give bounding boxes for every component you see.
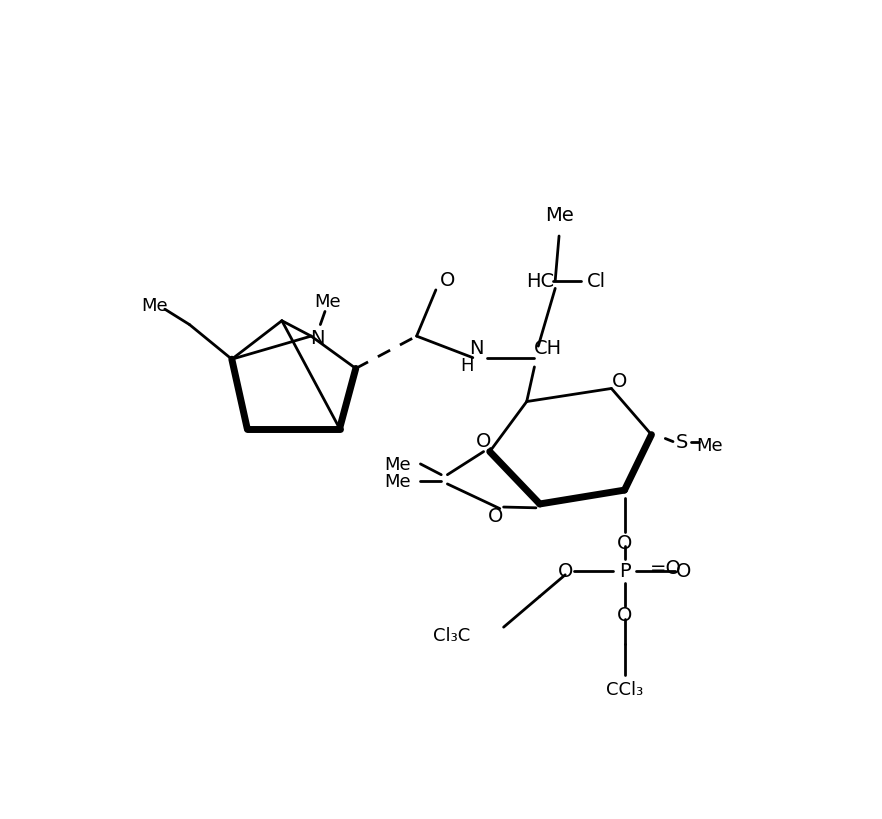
Text: O: O xyxy=(440,271,455,290)
Text: HC: HC xyxy=(526,272,554,291)
Text: H: H xyxy=(460,357,475,375)
Text: Me: Me xyxy=(315,293,341,311)
Text: Me: Me xyxy=(696,437,722,455)
Text: O: O xyxy=(676,562,691,581)
Text: O: O xyxy=(617,533,632,552)
Text: O: O xyxy=(557,562,573,581)
Text: N: N xyxy=(310,328,325,348)
Text: N: N xyxy=(469,339,484,358)
Text: O: O xyxy=(617,605,632,625)
Text: Me: Me xyxy=(141,297,168,315)
Text: CH: CH xyxy=(534,339,562,358)
Text: =O: =O xyxy=(649,558,681,577)
Text: Me: Me xyxy=(385,473,411,491)
Text: P: P xyxy=(618,562,631,581)
Text: Me: Me xyxy=(385,455,411,473)
Text: Me: Me xyxy=(545,206,573,224)
Text: Cl₃C: Cl₃C xyxy=(433,626,470,644)
Text: O: O xyxy=(489,506,504,525)
Text: O: O xyxy=(611,372,627,391)
Text: O: O xyxy=(476,431,491,450)
Text: CCl₃: CCl₃ xyxy=(606,680,643,698)
Text: S: S xyxy=(676,432,689,451)
Text: Cl: Cl xyxy=(587,272,606,291)
